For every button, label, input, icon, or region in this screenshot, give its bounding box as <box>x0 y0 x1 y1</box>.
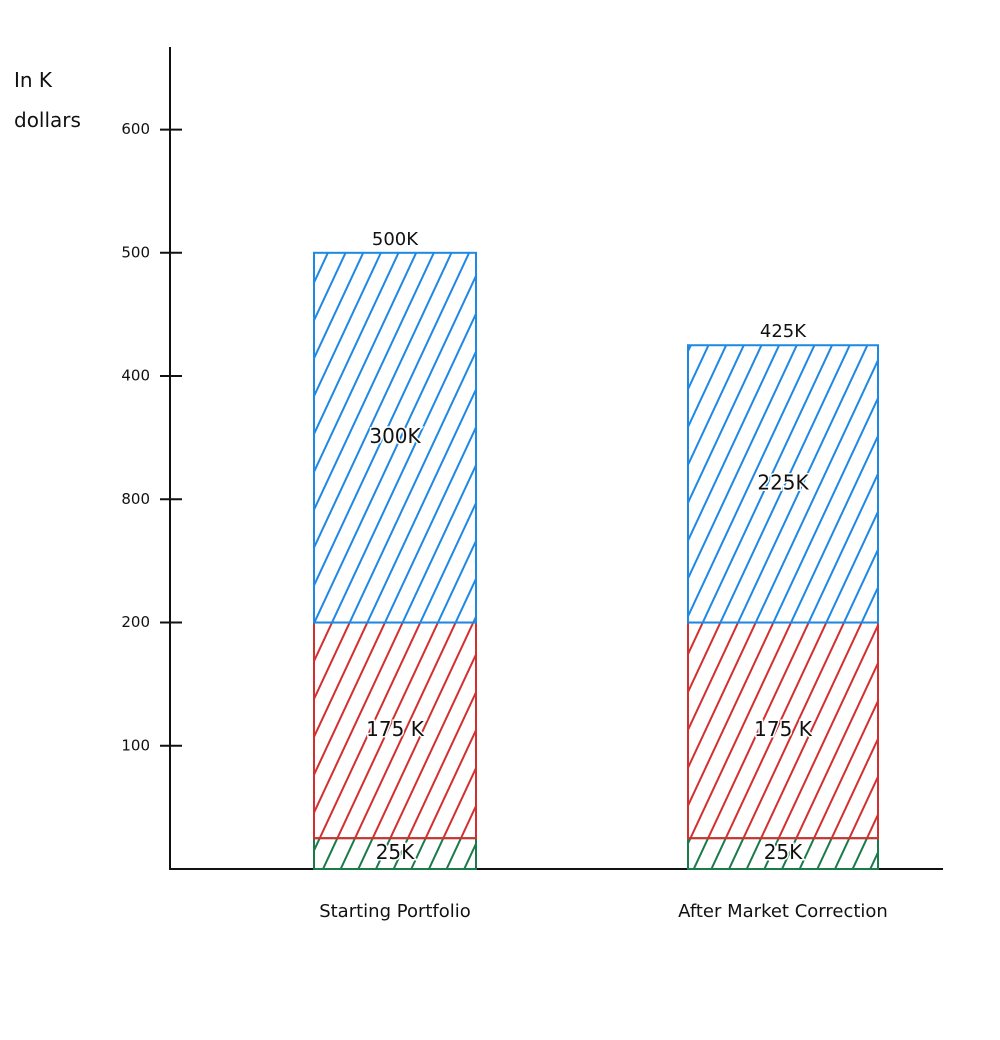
value-label: 25K <box>764 840 803 864</box>
x-tick-label: Starting Portfolio <box>319 901 471 922</box>
y-tick-label: 600 <box>121 120 150 138</box>
value-label: 225K <box>757 470 809 494</box>
value-label: 25K <box>376 840 415 864</box>
total-label: 425K <box>760 321 807 342</box>
bar-segment <box>313 621 477 840</box>
y-axis-label: In K dollars <box>14 68 81 132</box>
value-label: 175 K <box>366 717 425 741</box>
value-label: 175 K <box>754 717 813 741</box>
y-tick-label: 100 <box>121 736 150 754</box>
x-tick-label: After Market Correction <box>678 901 888 922</box>
y-tick-label: 800 <box>121 490 150 508</box>
bar-segment <box>313 251 477 624</box>
bar-segment <box>313 837 477 871</box>
total-label: 500K <box>372 229 419 250</box>
bar-segment <box>687 621 879 840</box>
y-tick-label: 500 <box>121 243 150 261</box>
y-tick-label: 200 <box>121 613 150 631</box>
value-label: 300K <box>369 424 421 448</box>
y-tick-label: 400 <box>121 367 150 385</box>
bar-segment <box>687 344 879 624</box>
